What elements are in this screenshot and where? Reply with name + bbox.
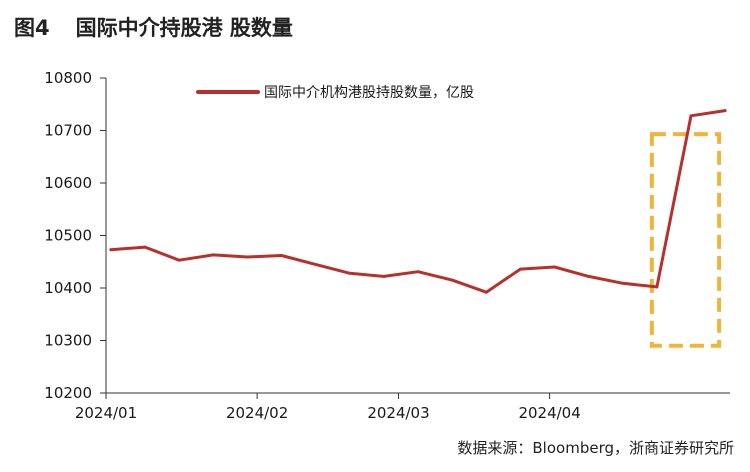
data-point	[723, 109, 727, 112]
data-source-note: 数据来源：Bloomberg，浙商证券研究所	[457, 439, 734, 457]
y-tick-label: 10300	[44, 332, 92, 350]
data-point	[177, 258, 181, 262]
data-point	[484, 290, 488, 294]
x-axis: 2024/01 2024/02 2024/03 2024/04	[75, 392, 730, 422]
figure-title-text: 国际中介持股港 股数量	[75, 16, 293, 40]
data-point	[382, 275, 386, 278]
y-tick-label: 10700	[44, 122, 92, 140]
figure-number: 图4	[14, 16, 50, 40]
y-tick-label: 10800	[44, 69, 92, 87]
y-tick-label: 10600	[44, 174, 92, 192]
x-tick-label: 2024/04	[518, 404, 580, 422]
data-point	[621, 281, 625, 285]
data-point	[450, 278, 454, 282]
data-point	[655, 285, 659, 289]
data-point	[689, 114, 693, 118]
x-tick-label: 2024/02	[226, 404, 288, 422]
legend: 国际中介机构港股持股数量，亿股	[196, 85, 474, 101]
data-point	[553, 265, 556, 269]
y-axis: 10800 10700 10600 10500 10400 10300 10200	[44, 69, 107, 402]
data-point	[314, 262, 318, 266]
y-tick-label: 10500	[44, 227, 92, 245]
annotations	[649, 132, 722, 348]
series-line	[109, 109, 727, 294]
data-point	[587, 275, 591, 278]
data-point	[109, 248, 113, 252]
y-tick-label: 10400	[44, 279, 92, 297]
data-point	[518, 267, 522, 271]
data-point	[280, 254, 283, 257]
figure-title: 图4 国际中介持股港 股数量	[14, 12, 293, 42]
data-point	[348, 271, 352, 275]
series-layer	[109, 109, 727, 294]
x-tick-label: 2024/01	[75, 404, 137, 422]
legend-label: 国际中介机构港股持股数量，亿股	[264, 85, 474, 101]
x-tick-label: 2024/03	[367, 404, 429, 422]
data-point	[416, 270, 420, 274]
data-point	[143, 245, 147, 249]
data-point	[245, 255, 249, 259]
data-point	[211, 253, 215, 257]
y-tick-label: 10200	[44, 384, 92, 402]
highlight-dashed-box	[649, 132, 722, 348]
